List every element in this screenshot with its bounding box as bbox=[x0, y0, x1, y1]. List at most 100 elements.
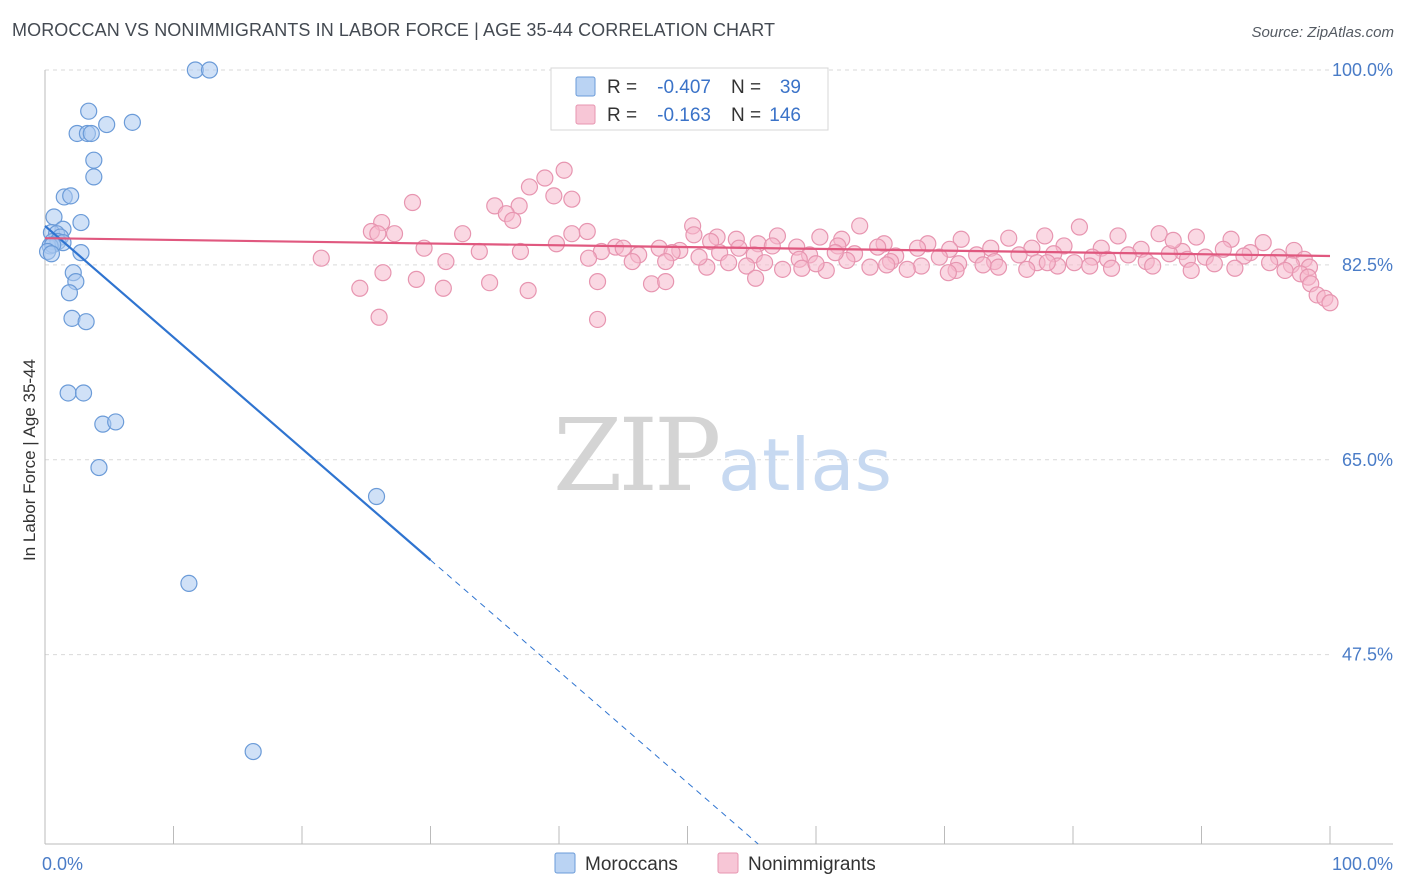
data-point bbox=[407, 270, 425, 288]
data-point bbox=[1226, 259, 1244, 277]
data-point bbox=[1321, 294, 1339, 312]
data-point bbox=[72, 213, 90, 232]
stats-swatch bbox=[575, 104, 596, 125]
data-point bbox=[511, 242, 530, 261]
data-point bbox=[1187, 228, 1205, 246]
data-point bbox=[720, 254, 738, 272]
data-point bbox=[1102, 259, 1121, 277]
data-point bbox=[1119, 246, 1137, 264]
x-tick-label-min: 0.0% bbox=[42, 854, 83, 874]
stats-n-label: N = bbox=[731, 105, 761, 126]
data-point bbox=[1276, 261, 1294, 280]
data-point bbox=[200, 61, 219, 79]
data-point bbox=[385, 225, 404, 243]
y-tick-label: 47.5% bbox=[1342, 645, 1393, 665]
data-point bbox=[642, 275, 661, 293]
data-point bbox=[1214, 240, 1232, 258]
data-point bbox=[578, 222, 596, 241]
series-nonimmigrants-points bbox=[312, 161, 1339, 329]
legend-swatch-moroccans bbox=[554, 852, 576, 874]
data-point bbox=[912, 257, 930, 275]
data-point bbox=[351, 279, 369, 297]
series-moroccans-points bbox=[38, 61, 386, 761]
trendline-moroccans bbox=[44, 225, 432, 561]
data-point bbox=[1254, 234, 1272, 252]
x-tick-label-max: 100.0% bbox=[1332, 854, 1393, 874]
stats-n-value: 39 bbox=[780, 77, 801, 98]
data-point bbox=[563, 190, 581, 208]
data-point bbox=[504, 211, 522, 229]
data-point bbox=[1164, 231, 1182, 249]
legend-swatch-nonimmigrants bbox=[717, 852, 739, 874]
data-point bbox=[545, 187, 563, 205]
data-point bbox=[1261, 254, 1279, 272]
legend-label-moroccans: Moroccans bbox=[585, 854, 678, 875]
trendline-moroccans-extension bbox=[430, 559, 759, 845]
data-point bbox=[536, 169, 554, 187]
data-point bbox=[1018, 260, 1036, 278]
data-point bbox=[82, 124, 100, 143]
data-point bbox=[510, 197, 528, 215]
y-tick-label: 82.5% bbox=[1342, 255, 1393, 275]
data-point bbox=[623, 252, 641, 271]
y-tick-labels: 47.5% 65.0% 82.5% 100.0% bbox=[1332, 60, 1393, 665]
data-point bbox=[738, 257, 756, 275]
data-point bbox=[77, 313, 95, 331]
data-point bbox=[1182, 261, 1200, 280]
data-point bbox=[989, 258, 1008, 276]
data-point bbox=[898, 260, 916, 278]
data-point bbox=[1010, 246, 1028, 264]
data-point bbox=[107, 413, 125, 431]
source-credit: Source: ZipAtlas.com bbox=[1251, 24, 1394, 41]
data-point bbox=[312, 249, 330, 267]
data-point bbox=[369, 225, 387, 243]
data-point bbox=[85, 168, 103, 186]
data-point bbox=[1038, 254, 1056, 272]
data-point bbox=[878, 256, 896, 274]
stats-swatch bbox=[575, 76, 596, 97]
data-point bbox=[80, 102, 98, 120]
trendlines bbox=[44, 225, 1331, 845]
gridlines bbox=[45, 69, 1330, 656]
data-point bbox=[939, 264, 957, 282]
data-point bbox=[773, 260, 792, 278]
data-point bbox=[437, 252, 455, 271]
data-point bbox=[470, 242, 488, 261]
data-point bbox=[614, 239, 632, 257]
data-point bbox=[454, 225, 472, 243]
data-point bbox=[63, 309, 81, 327]
data-point bbox=[807, 255, 825, 273]
data-point bbox=[1205, 255, 1223, 273]
data-point bbox=[481, 274, 499, 292]
stats-n-value: 146 bbox=[769, 105, 801, 126]
data-point bbox=[826, 244, 844, 262]
watermark: ZIP atlas bbox=[553, 397, 892, 514]
data-point bbox=[908, 239, 927, 257]
stats-legend-box bbox=[550, 67, 829, 131]
data-point bbox=[952, 230, 970, 248]
data-point bbox=[403, 193, 422, 212]
data-point bbox=[519, 281, 537, 300]
data-point bbox=[861, 258, 879, 276]
data-point bbox=[1065, 254, 1083, 272]
data-point bbox=[869, 238, 887, 256]
legend-label-nonimmigrants: Nonimmigrants bbox=[748, 854, 876, 875]
data-point bbox=[1081, 257, 1099, 275]
data-point bbox=[657, 272, 675, 291]
data-point bbox=[1036, 227, 1054, 245]
data-point bbox=[42, 245, 61, 263]
data-point bbox=[851, 217, 869, 235]
data-point bbox=[588, 310, 607, 329]
data-point bbox=[60, 284, 79, 302]
data-point bbox=[434, 279, 452, 297]
y-axis-title: In Labor Force | Age 35-44 bbox=[20, 359, 39, 561]
data-point bbox=[62, 187, 80, 205]
data-point bbox=[690, 248, 708, 266]
data-point bbox=[747, 269, 765, 287]
stats-r-label: R = bbox=[607, 105, 637, 126]
stats-r-label: R = bbox=[607, 77, 637, 98]
data-point bbox=[579, 249, 598, 267]
data-point bbox=[123, 113, 141, 131]
data-point bbox=[1150, 225, 1168, 243]
